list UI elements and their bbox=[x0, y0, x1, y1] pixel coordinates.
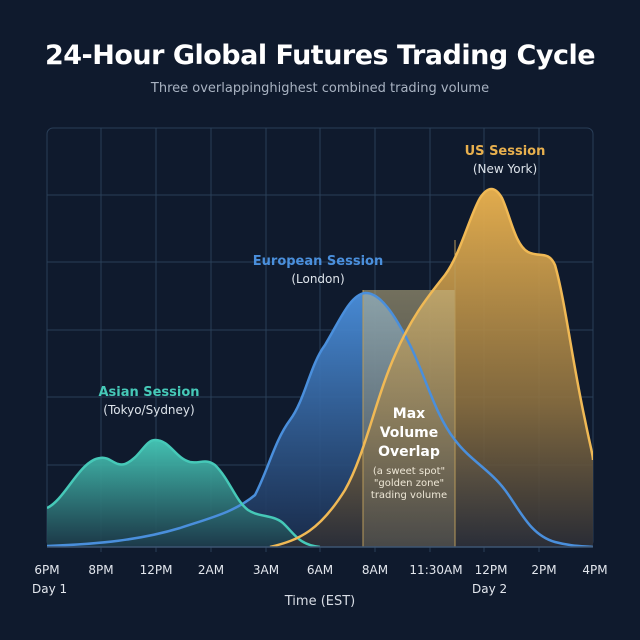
x-tick: 8PM bbox=[88, 563, 114, 577]
x-tick: 8AM bbox=[361, 563, 389, 577]
overlap-label: Max Volume Overlap (a sweet spot" "golde… bbox=[371, 405, 447, 502]
asian-session-subtitle: (Tokyo/Sydney) bbox=[103, 403, 195, 417]
us-session-label: US Session (New York) bbox=[465, 144, 546, 176]
european-session-subtitle: (London) bbox=[291, 272, 345, 286]
x-tick: 6PM bbox=[34, 563, 60, 577]
asian-session-title: Asian Session bbox=[98, 385, 200, 400]
overlap-line3: Overlap bbox=[378, 444, 440, 460]
european-session-line bbox=[47, 291, 593, 547]
asian-session-area bbox=[47, 440, 320, 547]
x-tick: 11:30AM bbox=[409, 563, 463, 577]
us-session-line bbox=[269, 187, 593, 547]
overlap-line2: Volume bbox=[379, 425, 439, 441]
chart-subtitle: Three overlappinghighest combined tradin… bbox=[150, 81, 490, 96]
overlap-note3: trading volume bbox=[370, 490, 448, 501]
asian-session-line bbox=[47, 438, 321, 547]
x-tick: 12PM bbox=[139, 563, 173, 577]
x-axis-title: Time (EST) bbox=[284, 594, 356, 609]
x-tick: 2AM bbox=[197, 563, 225, 577]
x-tick: 6AM bbox=[306, 563, 334, 577]
us-session-subtitle: (New York) bbox=[472, 162, 538, 176]
overlap-band bbox=[363, 290, 455, 547]
chart-title: 24-Hour Global Futures Trading Cycle bbox=[44, 40, 596, 71]
x-tick: 2PM bbox=[531, 563, 557, 577]
european-session-title: European Session bbox=[252, 254, 384, 269]
x-tick: 4PM bbox=[582, 563, 608, 577]
overlap-note2: "golden zone" bbox=[373, 478, 445, 489]
european-session-label: European Session (London) bbox=[253, 254, 383, 286]
x-tick: 3AM bbox=[252, 563, 280, 577]
overlap-note1: (a sweet spot" bbox=[372, 466, 446, 477]
day1-label: Day 1 bbox=[32, 582, 68, 596]
us-session-title: US Session bbox=[464, 144, 546, 159]
asian-session-label: Asian Session (Tokyo/Sydney) bbox=[98, 385, 199, 417]
overlap-line1: Max bbox=[392, 406, 426, 422]
day2-label: Day 2 bbox=[472, 582, 508, 596]
x-tick: 12PM bbox=[474, 563, 508, 577]
